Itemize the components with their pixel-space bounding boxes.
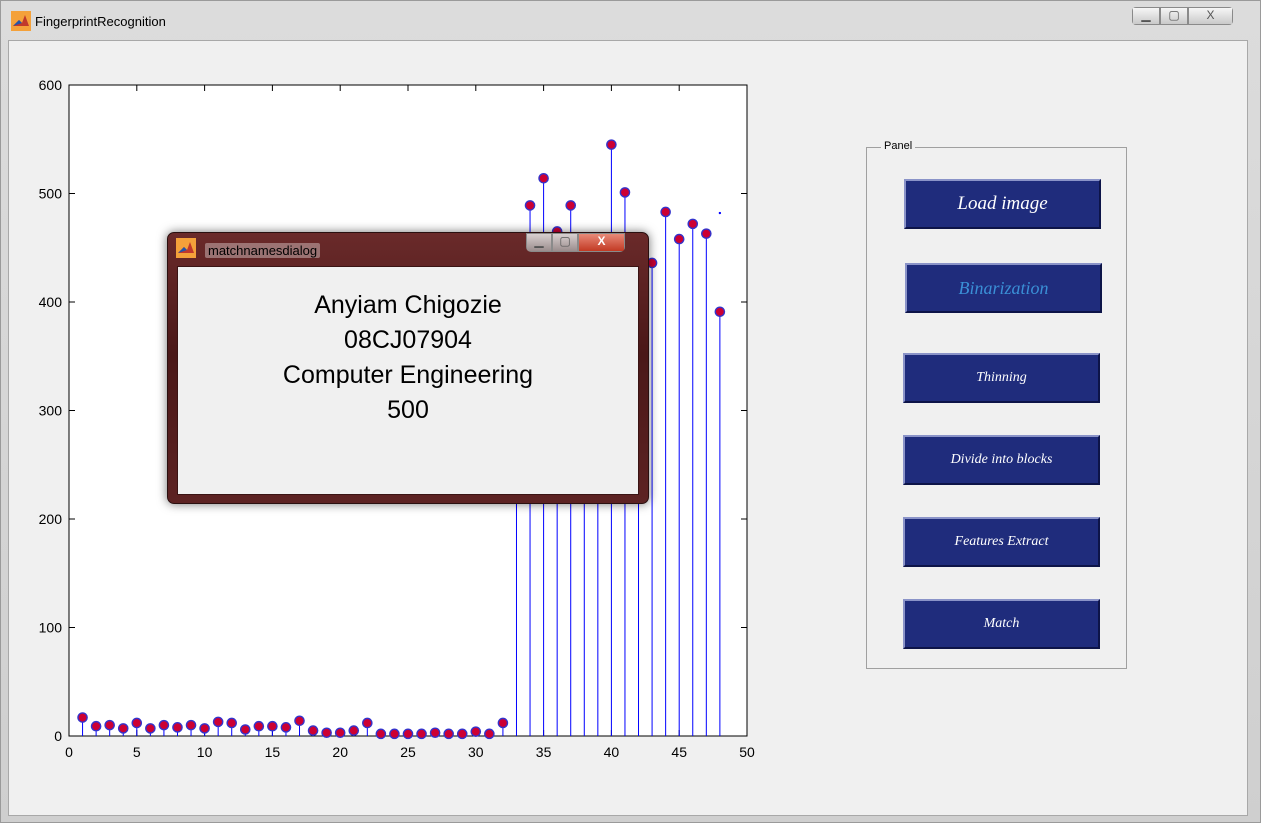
student-id: 08CJ07904 <box>344 326 472 354</box>
stem-marker <box>673 233 685 245</box>
stem-marker <box>117 723 129 734</box>
features-extract-button-label: Features Extract <box>954 534 1049 549</box>
stray-point <box>718 211 722 215</box>
stem-marker <box>416 728 427 740</box>
window-caption-buttons: ▁ ▢ X <box>1132 7 1233 25</box>
minimize-icon[interactable]: ▁ <box>526 233 552 252</box>
stem-marker <box>90 720 102 732</box>
dialog-caption-buttons: ▁ ▢ X <box>526 233 625 252</box>
window-title: FingerprintRecognition <box>35 14 166 29</box>
stem-marker <box>145 723 156 734</box>
department: Computer Engineering <box>282 361 534 389</box>
x-tick-label: 30 <box>468 744 484 760</box>
matlab-app-icon <box>11 11 31 31</box>
button-panel: Panel Load image Binarization Thinning D… <box>866 140 1127 669</box>
stem-marker <box>212 716 224 728</box>
x-tick-label: 40 <box>604 744 620 760</box>
maximize-icon[interactable]: ▢ <box>1160 7 1188 25</box>
x-tick-label: 50 <box>739 744 755 760</box>
binarization-button-label: Binarization <box>958 277 1049 298</box>
stem-marker <box>389 728 400 740</box>
stem-marker <box>375 728 387 740</box>
stem-marker <box>348 725 360 736</box>
x-tick-label: 5 <box>133 744 141 760</box>
y-tick-label: 0 <box>54 728 62 744</box>
thinning-button-label: Thinning <box>976 370 1027 385</box>
thinning-button[interactable]: Thinning <box>903 353 1100 403</box>
stem-marker <box>701 228 712 239</box>
close-icon[interactable]: X <box>578 233 625 252</box>
stem-marker <box>524 200 536 211</box>
minimize-icon[interactable]: ▁ <box>1132 7 1160 25</box>
stem-marker <box>158 719 170 731</box>
stem-marker <box>429 727 441 739</box>
x-tick-label: 10 <box>197 744 213 760</box>
student-name: Anyiam Chigozie <box>314 291 502 319</box>
panel-title: Panel <box>881 140 916 152</box>
match-button[interactable]: Match <box>903 599 1100 649</box>
y-tick-label: 200 <box>39 511 63 527</box>
stem-marker <box>199 723 210 734</box>
stem-marker <box>239 724 251 735</box>
x-tick-label: 35 <box>536 744 552 760</box>
matlab-app-icon <box>176 238 196 258</box>
stem-marker <box>362 717 373 729</box>
stem-marker <box>321 727 332 739</box>
dialog-content: Anyiam Chigozie 08CJ07904 Computer Engin… <box>177 266 639 495</box>
stem-marker <box>77 712 88 723</box>
title-bar[interactable]: FingerprintRecognition ▁ ▢ X <box>1 1 1260 39</box>
divide-into-blocks-button-label: Divide into blocks <box>950 452 1053 467</box>
features-extract-button[interactable]: Features Extract <box>903 517 1100 567</box>
x-tick-label: 45 <box>671 744 687 760</box>
match-button-label: Match <box>983 616 1020 631</box>
stem-marker <box>226 717 238 729</box>
y-tick-label: 400 <box>39 294 63 310</box>
y-tick-label: 500 <box>39 186 63 202</box>
stem-marker <box>497 717 509 729</box>
stem-marker <box>131 717 143 729</box>
load-image-button[interactable]: Load image <box>904 179 1101 229</box>
maximize-icon[interactable]: ▢ <box>552 233 578 252</box>
y-tick-label: 600 <box>39 77 63 93</box>
x-tick-label: 0 <box>65 744 73 760</box>
stem-marker <box>484 728 495 740</box>
stem-marker <box>687 218 699 230</box>
stem-marker <box>294 715 305 727</box>
stem-marker <box>267 720 278 732</box>
stem-marker <box>172 722 183 733</box>
stem-marker <box>619 187 631 198</box>
close-icon[interactable]: X <box>1188 7 1233 25</box>
y-tick-label: 300 <box>39 403 63 419</box>
stem-marker <box>565 200 577 211</box>
stem-marker <box>253 720 265 732</box>
stem-marker <box>104 719 115 731</box>
stem-marker <box>538 173 549 184</box>
stem-marker <box>456 728 468 740</box>
divide-into-blocks-button[interactable]: Divide into blocks <box>903 435 1100 485</box>
stem-marker <box>660 206 671 218</box>
stem-marker <box>470 726 482 737</box>
stem-marker <box>280 722 292 733</box>
x-tick-label: 15 <box>265 744 281 760</box>
y-tick-label: 100 <box>39 620 63 636</box>
stem-marker <box>606 139 617 150</box>
dialog-title: matchnamesdialog <box>205 243 321 258</box>
load-image-button-label: Load image <box>957 193 1048 214</box>
stem-marker <box>185 719 197 731</box>
x-tick-label: 25 <box>400 744 416 760</box>
matchnamesdialog-window[interactable]: matchnamesdialog ▁ ▢ X Anyiam Chigozie 0… <box>167 232 649 504</box>
match-score: 500 <box>387 396 429 424</box>
x-tick-label: 20 <box>332 744 348 760</box>
stem-marker <box>714 306 726 318</box>
stem-marker <box>334 727 346 739</box>
binarization-button[interactable]: Binarization <box>905 263 1102 313</box>
stem-marker <box>402 728 414 740</box>
stem-marker <box>307 725 319 736</box>
stem-marker <box>443 728 454 740</box>
